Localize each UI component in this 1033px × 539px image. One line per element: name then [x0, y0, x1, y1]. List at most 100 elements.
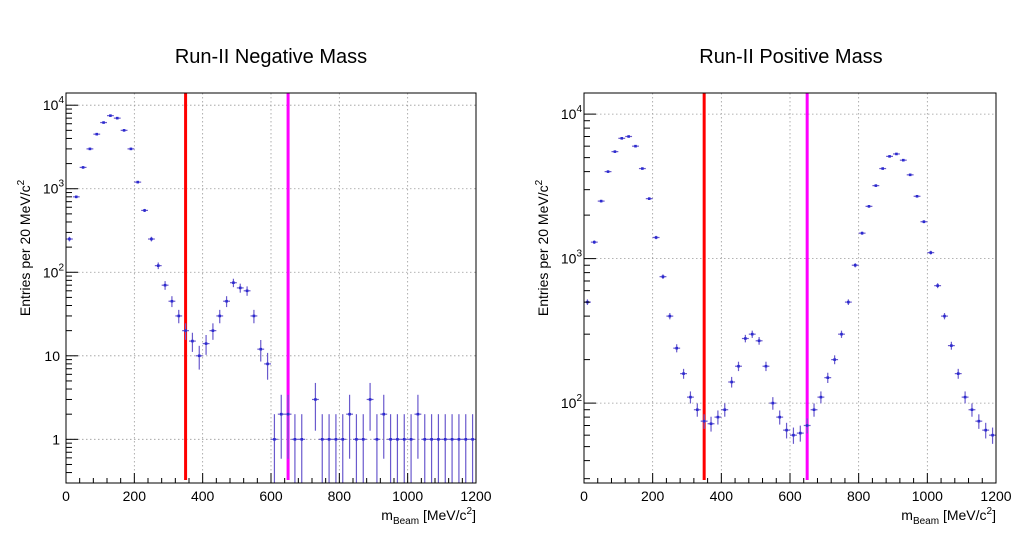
marker	[286, 412, 290, 416]
data-point	[175, 309, 183, 324]
y-tick-label-base: 10	[561, 395, 577, 411]
y-tick-label: 102	[43, 262, 65, 280]
marker	[245, 289, 249, 293]
data-point	[223, 296, 230, 308]
data-point	[803, 418, 811, 434]
data-point	[332, 414, 340, 483]
marker	[259, 347, 263, 351]
data-point	[611, 150, 619, 153]
marker	[730, 380, 733, 384]
marker	[361, 438, 365, 441]
data-point	[645, 197, 653, 200]
y-tick-label-sup: 2	[58, 262, 64, 273]
marker	[204, 342, 208, 345]
x-axis-label-suffix: [MeV/c	[419, 507, 466, 523]
y-tick-label: 103	[43, 179, 65, 197]
marker	[163, 283, 167, 287]
marker	[266, 362, 269, 366]
data-point	[947, 341, 955, 350]
marker	[805, 424, 809, 427]
data-point	[831, 355, 839, 365]
data-point	[100, 121, 107, 124]
marker	[867, 205, 871, 208]
marker	[970, 408, 974, 412]
data-point	[941, 313, 948, 320]
data-point	[66, 236, 73, 242]
x-tick-label: 400	[710, 488, 734, 504]
data-point	[762, 361, 770, 372]
marker	[737, 364, 740, 368]
marker	[273, 438, 276, 441]
data-point	[271, 414, 278, 483]
y-tick-label-base: 10	[43, 97, 59, 113]
marker	[382, 412, 386, 416]
data-point	[748, 330, 756, 338]
data-point	[414, 394, 422, 459]
x-tick-label: 0	[580, 488, 588, 504]
marker	[136, 180, 140, 184]
marker	[593, 240, 596, 244]
marker	[129, 147, 133, 151]
marker	[430, 438, 433, 441]
data-point	[318, 414, 326, 483]
data-point	[359, 414, 367, 483]
y-axis-label-sup: 2	[534, 179, 545, 185]
data-point	[380, 394, 388, 459]
marker	[238, 286, 242, 290]
marker	[300, 438, 304, 441]
x-tick-label: 1000	[912, 488, 943, 504]
x-axis-label-prefix: m	[901, 507, 913, 523]
data-point	[312, 382, 319, 431]
marker	[984, 428, 987, 432]
data-point	[934, 283, 942, 289]
y-tick-label-sup: 2	[576, 393, 582, 404]
data-point	[230, 278, 237, 288]
x-axis-label-sub: Beam	[913, 516, 939, 527]
data-point	[927, 250, 935, 255]
marker	[641, 167, 644, 170]
marker	[471, 438, 474, 441]
data-point	[625, 135, 633, 138]
marker	[716, 415, 720, 419]
marker	[252, 314, 256, 318]
data-point	[421, 414, 429, 483]
marker	[764, 364, 768, 368]
x-tick-label: 200	[641, 488, 665, 504]
data-point	[796, 425, 804, 442]
x-tick-label: 200	[123, 488, 147, 504]
y-tick-label-base: 10	[561, 106, 577, 122]
x-tick-label: 800	[328, 488, 352, 504]
marker	[799, 431, 802, 435]
marker	[368, 398, 372, 401]
marker	[81, 166, 85, 169]
data-point	[920, 220, 928, 224]
data-point	[879, 167, 887, 170]
data-point	[858, 231, 866, 235]
marker	[320, 438, 324, 441]
data-point	[893, 152, 900, 156]
marker	[785, 428, 788, 432]
data-point	[844, 299, 852, 305]
marker	[197, 354, 201, 358]
data-point	[161, 281, 169, 290]
marker	[115, 116, 119, 120]
data-point	[597, 199, 605, 203]
marker	[757, 339, 761, 343]
x-axis-label-prefix: m	[381, 507, 393, 523]
chart-title: Run-II Positive Mass	[699, 46, 882, 68]
marker	[819, 395, 823, 399]
y-tick-label-sup: 3	[58, 179, 64, 190]
data-point	[441, 414, 449, 483]
data-point	[851, 263, 859, 268]
marker	[348, 412, 351, 416]
data-point	[448, 414, 456, 483]
data-point	[277, 394, 285, 459]
marker	[389, 438, 392, 441]
data-point	[113, 116, 121, 120]
data-point	[604, 170, 612, 173]
x-tick-label: 600	[778, 488, 802, 504]
marker	[599, 199, 603, 203]
y-tick-label-base: 10	[43, 264, 59, 280]
y-axis-label-text: Entries per 20 MeV/c	[17, 185, 33, 316]
